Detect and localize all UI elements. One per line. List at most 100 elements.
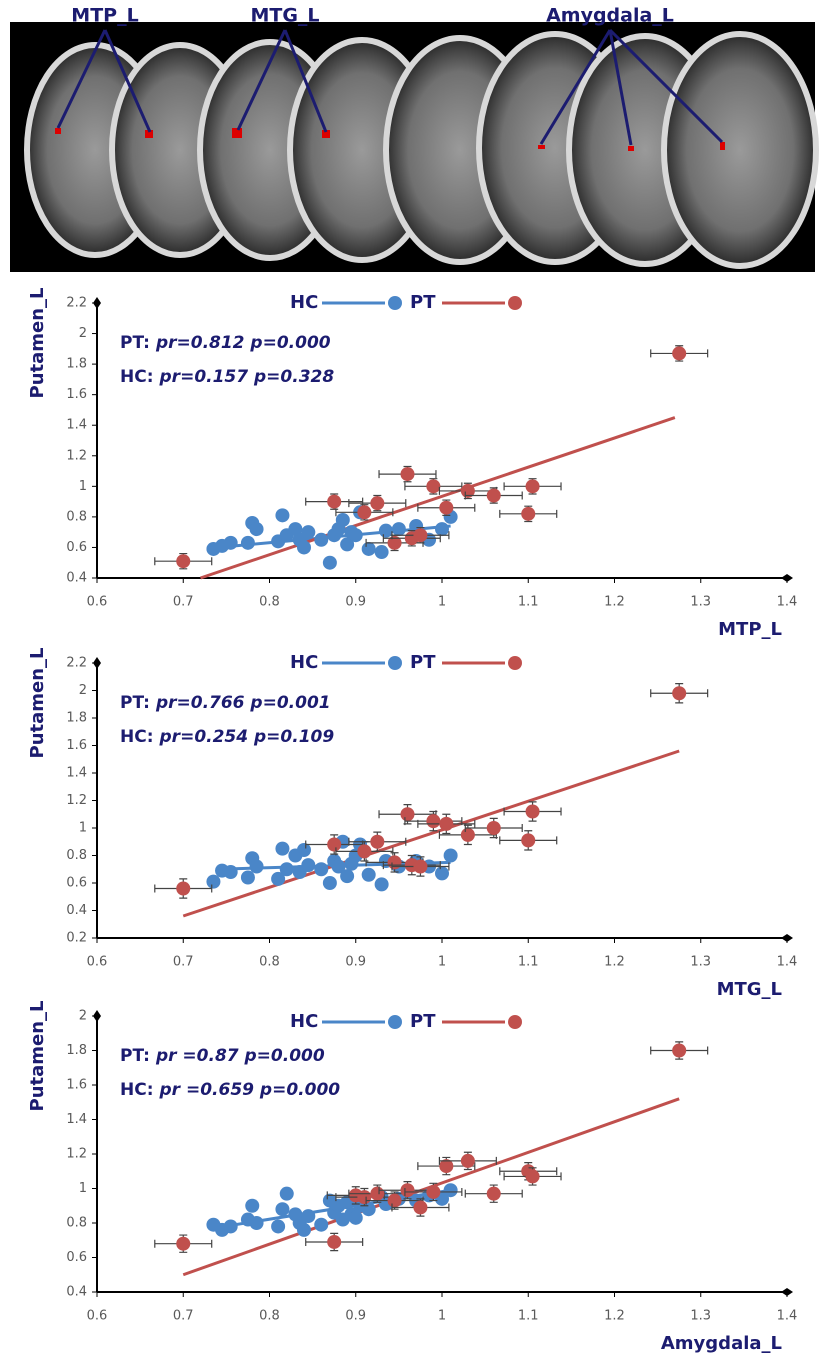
annotation-label: HC: (120, 1080, 154, 1100)
y-tick-label: 0.8 (66, 1216, 87, 1231)
point (388, 1194, 402, 1208)
x-tick-label: 0.9 (345, 595, 366, 610)
region-label: Amygdala_L (546, 5, 674, 27)
point (461, 828, 475, 842)
y-tick-label: 2 (79, 683, 87, 698)
y-tick-label: 0.6 (66, 876, 87, 891)
x-tick-label: 1.1 (518, 1309, 539, 1324)
x-tick-label: 0.6 (87, 955, 108, 970)
legend-marker (388, 1015, 402, 1029)
annotation-text: pr=0.812 p=0.000 (155, 333, 331, 353)
y-tick-label: 0.8 (66, 848, 87, 863)
y-tick-label: 1.2 (66, 1147, 87, 1162)
point (435, 866, 449, 880)
legend-label: HC (290, 292, 318, 313)
point (314, 1218, 328, 1232)
point (349, 528, 363, 542)
x-tick-label: 0.6 (87, 1309, 108, 1324)
y-tick-label: 1.8 (66, 357, 87, 372)
point (487, 489, 501, 503)
point (206, 875, 220, 889)
y-axis-label: Putamen_L (27, 1000, 48, 1111)
x-tick-label: 1 (438, 1309, 446, 1324)
point (176, 554, 190, 568)
point (323, 556, 337, 570)
point (336, 513, 350, 527)
annotation: HC:pr=0.254 p=0.109 (120, 727, 334, 747)
x-tick-label: 0.8 (259, 595, 280, 610)
point (439, 817, 453, 831)
point (224, 1219, 238, 1233)
x-tick-label: 0.8 (259, 1309, 280, 1324)
x-tick-label: 1.4 (777, 1309, 798, 1324)
point (375, 545, 389, 559)
annotation: PT:pr=0.766 p=0.001 (120, 693, 331, 713)
y-tick-label: 2 (79, 1009, 87, 1024)
region-label: MTG_L (250, 5, 319, 27)
point (176, 1237, 190, 1251)
point (526, 479, 540, 493)
fit-line (201, 418, 675, 578)
y-tick-label: 1.4 (66, 766, 87, 781)
legend-marker (508, 656, 522, 670)
annotation: PT:pr=0.812 p=0.000 (120, 333, 331, 353)
y-tick-label: 1.4 (66, 418, 87, 433)
x-tick-label: 1.2 (604, 955, 625, 970)
legend-marker (388, 296, 402, 310)
point (672, 346, 686, 360)
point (241, 536, 255, 550)
point (224, 865, 238, 879)
point (176, 882, 190, 896)
point (370, 496, 384, 510)
legend-label: PT (410, 652, 436, 673)
y-tick-label: 0.8 (66, 509, 87, 524)
point (426, 814, 440, 828)
x-tick-label: 1.3 (690, 955, 711, 970)
annotation-text: pr=0.766 p=0.001 (155, 693, 331, 713)
point (362, 868, 376, 882)
x-tick-label: 1 (438, 595, 446, 610)
x-tick-label: 0.6 (87, 595, 108, 610)
axis-arrow (93, 297, 101, 309)
point (413, 1200, 427, 1214)
x-tick-label: 1.1 (518, 595, 539, 610)
axis-arrow (781, 934, 793, 942)
point (439, 501, 453, 515)
x-tick-label: 0.7 (173, 1309, 194, 1324)
point (327, 1235, 341, 1249)
legend-label: HC (290, 652, 318, 673)
point (241, 871, 255, 885)
x-axis-label: MTG_L (717, 979, 782, 1000)
y-tick-label: 1.2 (66, 793, 87, 808)
x-axis-label: MTP_L (718, 619, 782, 640)
annotation-text: pr=0.254 p=0.109 (159, 727, 335, 747)
annotation: HC:pr =0.659 p=0.000 (120, 1080, 340, 1100)
point (245, 1199, 259, 1213)
point (250, 860, 264, 874)
figure: MTP_L MTG_L Amygdala_L 0.40.60.811.21.41… (0, 0, 825, 1353)
x-axis-label: Amygdala_L (661, 1333, 782, 1353)
x-tick-label: 1.3 (690, 1309, 711, 1324)
x-tick-label: 1.2 (604, 1309, 625, 1324)
point (301, 1209, 315, 1223)
y-tick-label: 2 (79, 326, 87, 341)
point (444, 849, 458, 863)
point (297, 540, 311, 554)
x-tick-label: 0.8 (259, 955, 280, 970)
region-label: MTP_L (71, 5, 138, 27)
annotation-text: pr =0.659 p=0.000 (159, 1080, 341, 1100)
y-tick-label: 1.4 (66, 1112, 87, 1127)
x-tick-label: 1.4 (777, 595, 798, 610)
point (224, 536, 238, 550)
point (461, 1154, 475, 1168)
y-tick-label: 0.2 (66, 931, 87, 946)
y-axis-label: Putamen_L (27, 647, 48, 758)
x-tick-label: 0.7 (173, 595, 194, 610)
axis-arrow (93, 657, 101, 669)
point (357, 505, 371, 519)
point (280, 862, 294, 876)
x-tick-label: 0.7 (173, 955, 194, 970)
y-tick-label: 1.2 (66, 448, 87, 463)
x-tick-label: 0.9 (345, 955, 366, 970)
point (340, 869, 354, 883)
